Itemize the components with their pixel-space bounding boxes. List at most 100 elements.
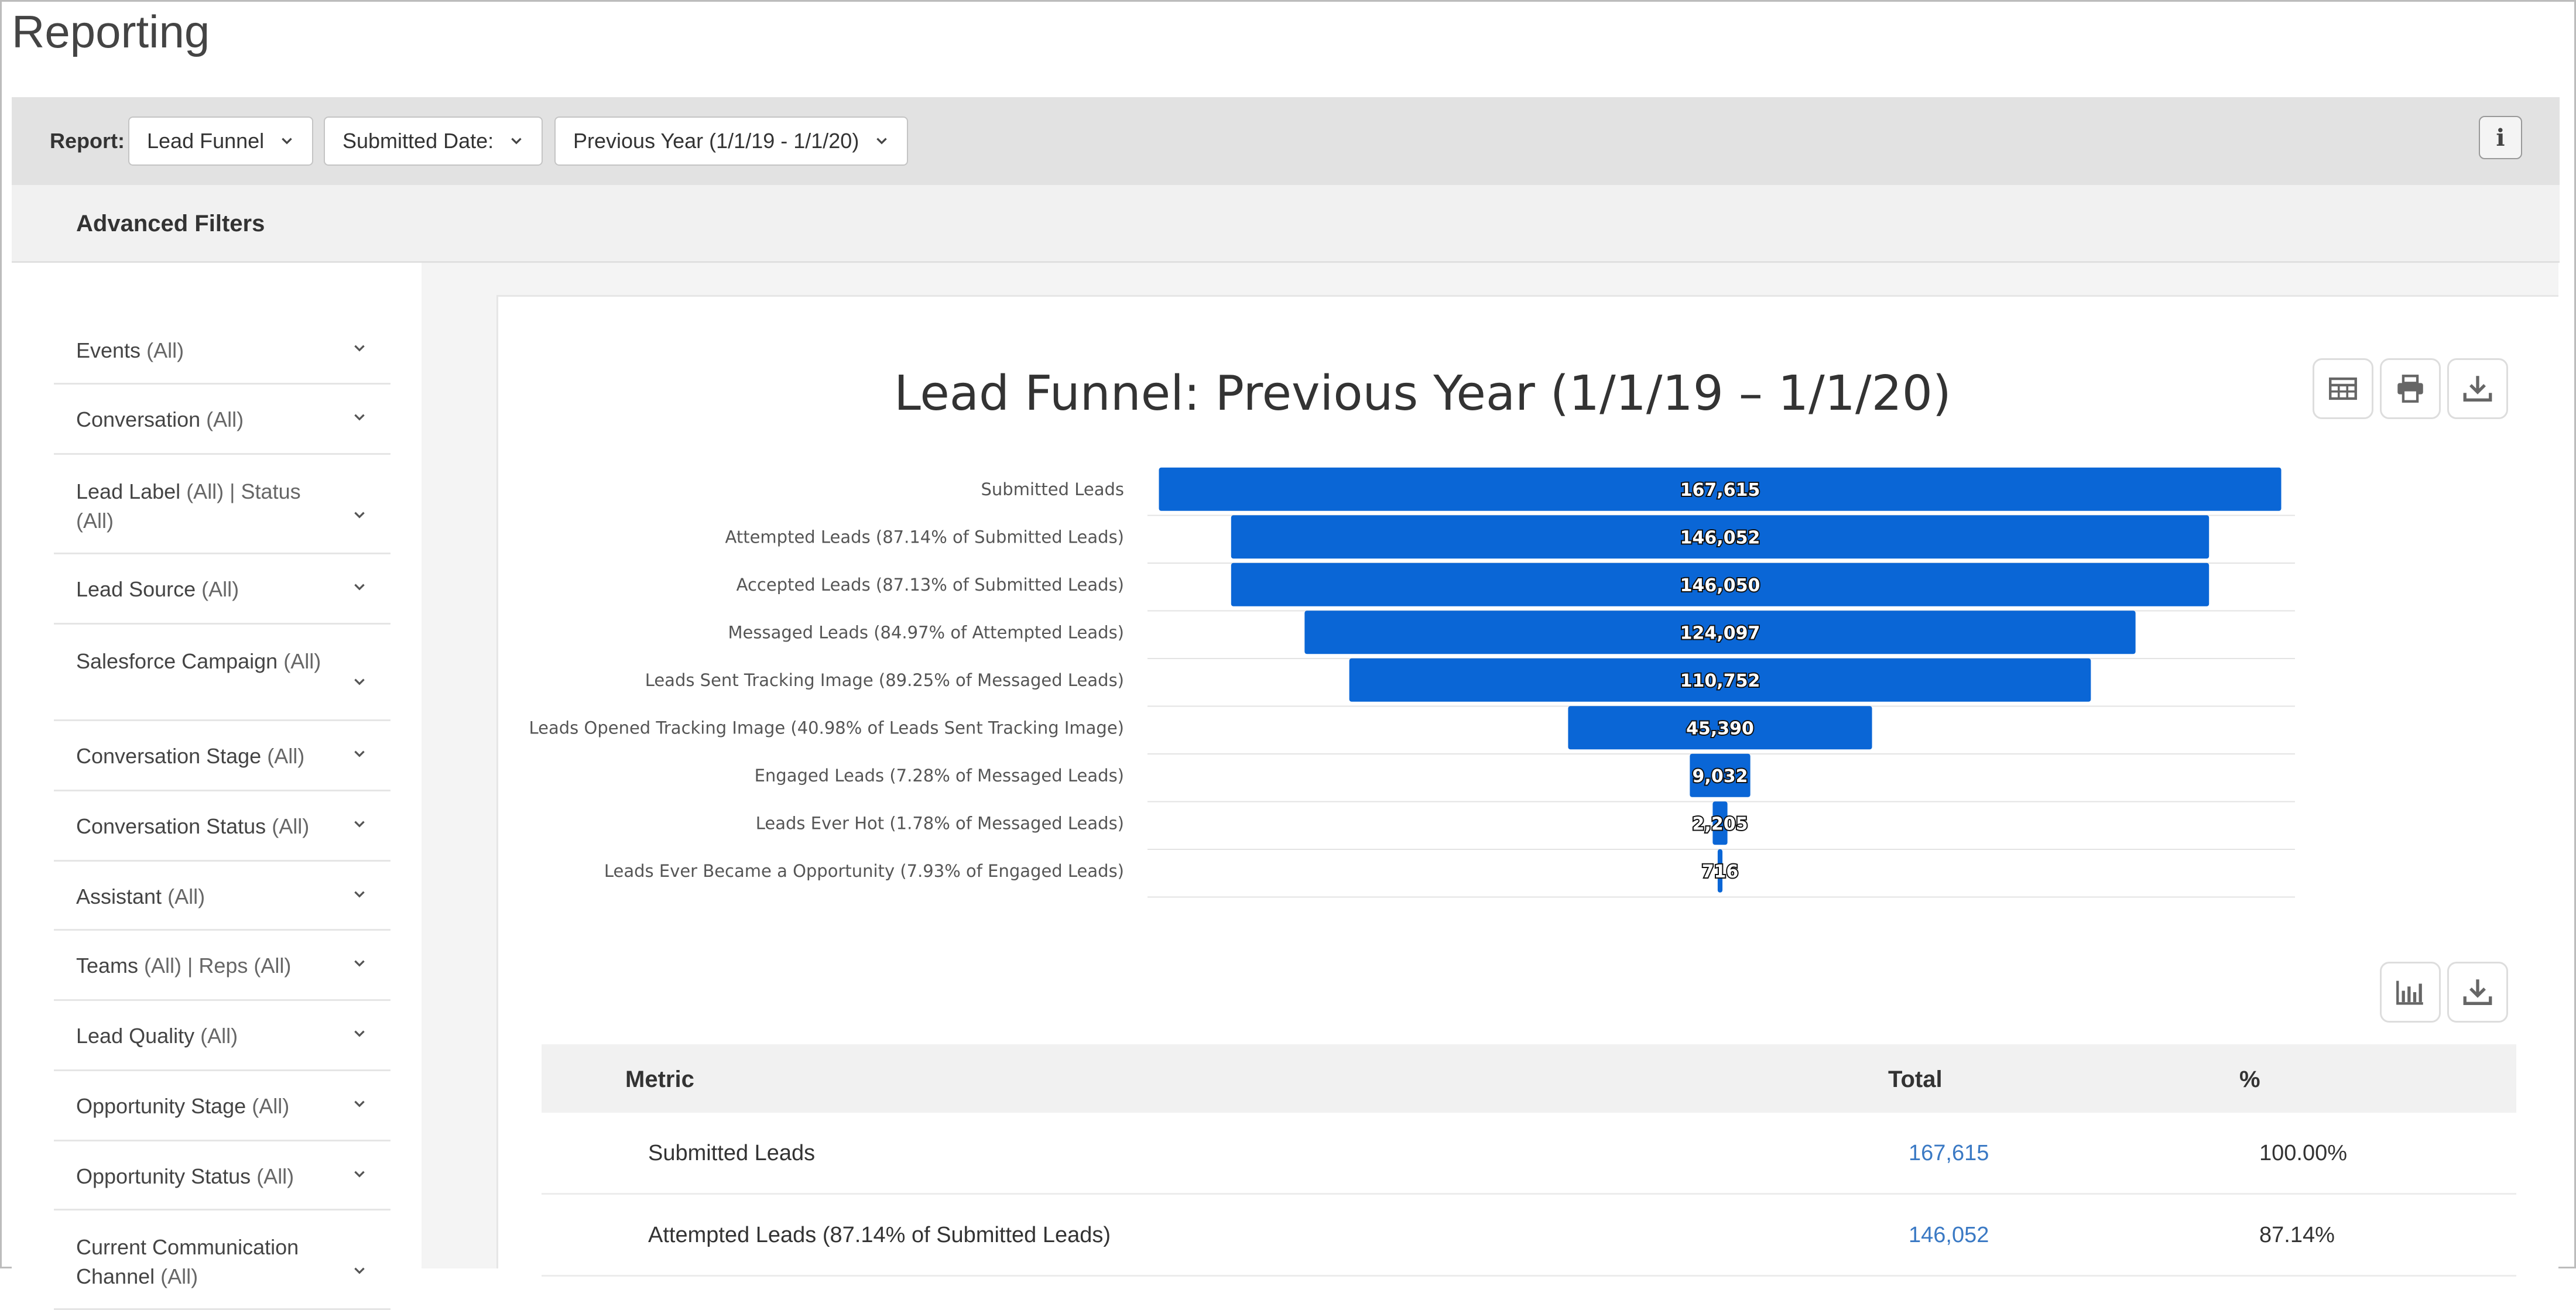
date-range-select[interactable]: Previous Year (1/1/19 - 1/1/20): [554, 116, 909, 166]
total-cell-link[interactable]: 146,052: [1909, 1223, 1989, 1247]
funnel-category-label: Leads Ever Became a Opportunity (7.93% o…: [604, 861, 1124, 881]
advanced-filters-header[interactable]: Advanced Filters: [12, 185, 2560, 263]
funnel-value-label: 2,205: [1693, 814, 1748, 834]
filter-value: (All): [200, 1024, 238, 1048]
filter-name: Lead Source: [76, 577, 196, 601]
filter-name: Salesforce Campaign: [76, 649, 278, 673]
funnel-category-label: Messaged Leads (84.97% of Attempted Lead…: [728, 622, 1124, 642]
report-select[interactable]: Lead Funnel: [128, 116, 314, 166]
filter-value: (All): [252, 1094, 290, 1118]
filter-item-teams[interactable]: Teams (All) | Reps (All): [54, 931, 390, 1001]
funnel-value-label: 45,390: [1686, 718, 1754, 739]
bar-chart-icon: [2396, 980, 2423, 1005]
chevron-down-icon: [354, 1171, 365, 1178]
funnel-bar[interactable]: [1690, 753, 1751, 797]
chevron-down-icon: [354, 1100, 365, 1107]
chevron-down-icon: [354, 750, 365, 757]
funnel-category-label: Attempted Leads (87.14% of Submitted Lea…: [725, 527, 1125, 547]
funnel-value-label: 167,615: [1680, 480, 1760, 500]
filter-value: (All) | Status (All): [76, 479, 301, 533]
page-title: Reporting: [12, 6, 210, 57]
funnel-value-label: 716: [1702, 862, 1739, 882]
filter-name: Conversation Status: [76, 814, 266, 838]
filter-name: Lead Label: [76, 479, 181, 503]
chevron-down-icon: [354, 960, 365, 967]
filter-name: Conversation Stage: [76, 744, 262, 768]
filter-item-conversation-status[interactable]: Conversation Status (All): [54, 791, 390, 862]
funnel-value-label: 110,752: [1680, 671, 1760, 691]
filter-item-current-communication-channel[interactable]: Current Communication Channel (All): [54, 1210, 390, 1310]
table-download-button[interactable]: [2447, 962, 2508, 1023]
report-label: Report:: [50, 129, 125, 153]
table-view-button[interactable]: [2313, 358, 2373, 419]
funnel-bar[interactable]: [1304, 611, 2136, 654]
download-icon: [2463, 376, 2492, 402]
percent-cell: 100.00%: [2259, 1141, 2348, 1165]
total-cell-link[interactable]: 167,615: [1909, 1141, 1989, 1165]
chart-download-button[interactable]: [2447, 358, 2508, 419]
funnel-bar[interactable]: [1568, 706, 1872, 750]
date-field-select[interactable]: Submitted Date:: [324, 116, 543, 166]
chevron-down-icon: [354, 1030, 365, 1037]
filter-name: Conversation: [76, 407, 201, 431]
advanced-filters-title: Advanced Filters: [76, 211, 265, 236]
funnel-value-label: 9,032: [1693, 766, 1748, 787]
filter-item-salesforce-campaign[interactable]: Salesforce Campaign (All): [54, 625, 390, 721]
filter-value: (All): [201, 577, 239, 601]
filter-item-label: Opportunity Stage (All): [76, 1092, 334, 1121]
filter-item-conversation[interactable]: Conversation (All): [54, 385, 390, 455]
filter-value: (All) | Reps (All): [144, 954, 292, 978]
funnel-bar[interactable]: [1231, 563, 2210, 606]
filter-item-label: Assistant (All): [76, 882, 334, 911]
filter-item-label: Current Communication Channel (All): [76, 1233, 334, 1291]
funnel-bar[interactable]: [1159, 467, 2282, 511]
filter-value: (All): [167, 884, 205, 908]
filter-name: Events: [76, 338, 141, 362]
filter-value: (All): [283, 649, 321, 673]
filter-item-lead-label[interactable]: Lead Label (All) | Status (All): [54, 455, 390, 554]
filter-item-label: Conversation (All): [76, 405, 334, 434]
filter-item-label: Lead Source (All): [76, 575, 334, 604]
funnel-category-label: Accepted Leads (87.13% of Submitted Lead…: [737, 575, 1124, 595]
chevron-down-icon: [354, 584, 365, 591]
print-button[interactable]: [2380, 358, 2441, 419]
filter-item-label: Conversation Stage (All): [76, 742, 334, 771]
report-select-value: Lead Funnel: [147, 129, 265, 153]
table-row: Attempted Leads (87.14% of Submitted Lea…: [542, 1195, 2516, 1277]
print-icon: [2397, 375, 2423, 403]
filter-value: (All): [206, 407, 244, 431]
funnel-category-label: Leads Ever Hot (1.78% of Messaged Leads): [756, 813, 1124, 833]
filter-item-opportunity-stage[interactable]: Opportunity Stage (All): [54, 1071, 390, 1141]
filter-value: (All): [146, 338, 184, 362]
filter-item-lead-quality[interactable]: Lead Quality (All): [54, 1001, 390, 1071]
filter-value: (All): [256, 1164, 294, 1188]
chart-title: Lead Funnel: Previous Year (1/1/19 – 1/1…: [894, 366, 1951, 421]
metric-column-header[interactable]: Metric: [625, 1066, 694, 1092]
total-column-header[interactable]: Total: [1888, 1066, 1943, 1092]
filter-item-opportunity-status[interactable]: Opportunity Status (All): [54, 1141, 390, 1210]
filter-item-label: Conversation Status (All): [76, 812, 334, 841]
funnel-bar[interactable]: [1231, 515, 2210, 559]
filter-item-label: Events (All): [76, 336, 334, 365]
funnel-value-label: 146,052: [1680, 527, 1760, 548]
chart-view-button[interactable]: [2380, 962, 2441, 1023]
metric-cell: Submitted Leads: [648, 1141, 816, 1165]
funnel-category-label: Leads Sent Tracking Image (89.25% of Mes…: [645, 670, 1124, 690]
filter-item-conversation-stage[interactable]: Conversation Stage (All): [54, 721, 390, 791]
filter-value: (All): [267, 744, 305, 768]
filter-item-assistant[interactable]: Assistant (All): [54, 862, 390, 931]
filter-item-events[interactable]: Events (All): [54, 316, 390, 385]
percent-column-header[interactable]: %: [2239, 1066, 2260, 1092]
advanced-filters-sidebar: Events (All) Conversation (All) Lead Label…: [12, 263, 422, 1310]
funnel-bar[interactable]: [1712, 801, 1728, 845]
info-icon: i: [2496, 124, 2505, 152]
chevron-down-icon: [354, 1267, 365, 1274]
info-button[interactable]: i: [2479, 116, 2522, 159]
filter-item-label: Lead Quality (All): [76, 1021, 334, 1051]
report-filter-bar: Report: Lead Funnel Submitted Date: Prev…: [12, 97, 2560, 185]
metric-cell: Attempted Leads (87.14% of Submitted Lea…: [648, 1223, 1111, 1247]
funnel-bar[interactable]: [1717, 849, 1723, 893]
chevron-down-icon: [511, 138, 522, 145]
funnel-bar[interactable]: [1349, 658, 2091, 702]
filter-item-lead-source[interactable]: Lead Source (All): [54, 554, 390, 625]
